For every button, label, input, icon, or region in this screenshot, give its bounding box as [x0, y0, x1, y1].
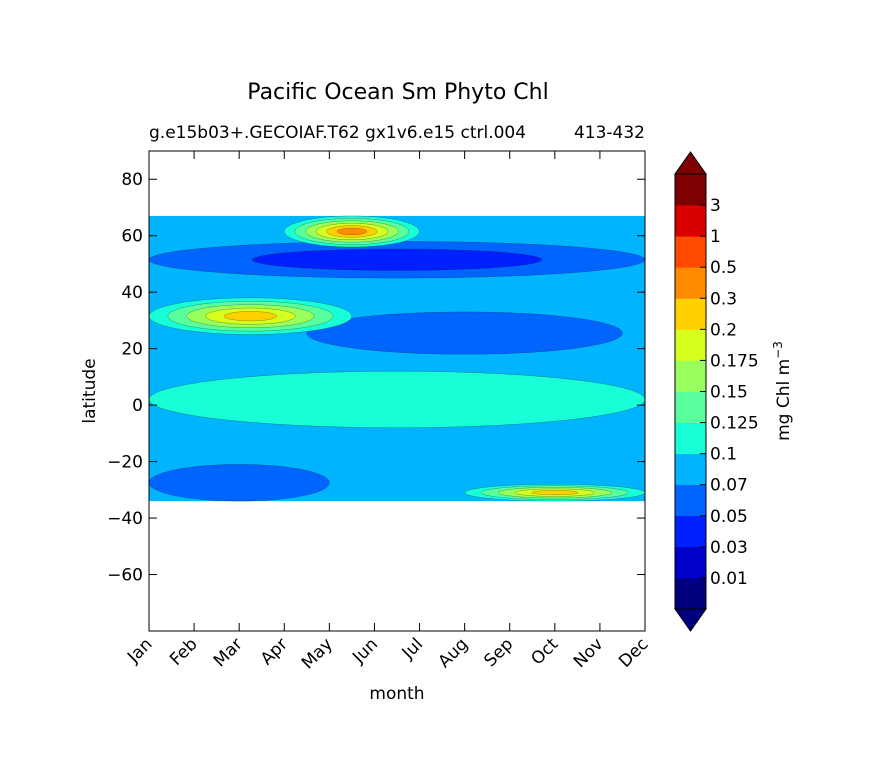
y-tick-label: 20 — [121, 340, 143, 360]
x-tick-label: Dec — [615, 634, 652, 671]
chlorophyll-field — [149, 215, 645, 502]
colorbar-band — [675, 577, 706, 610]
x-tick-label: Nov — [570, 634, 608, 672]
colorbar-extend-min — [674, 608, 707, 632]
y-tick-label: 60 — [121, 227, 143, 247]
colorbar-band — [675, 174, 706, 206]
colorbar-tick-label: 0.125 — [710, 414, 759, 434]
colorbar-extend-max — [674, 151, 707, 175]
plot-area — [149, 151, 645, 631]
x-tick-label: Apr — [257, 634, 292, 669]
colorbar-tick-label: 0.2 — [710, 320, 737, 340]
colorbar: 0.01 0.03 0.05 0.07 0.1 0.125 0.15 0.175 0.2 0.3 0… — [674, 151, 759, 632]
y-axis: 80 60 40 20 0 −20 −40 −60 — [107, 170, 645, 586]
y-tick-label: 40 — [121, 283, 143, 303]
region-subarctic-spring-bloom — [284, 215, 420, 248]
region-level-0 — [149, 371, 645, 428]
y-axis-label: latitude — [80, 358, 100, 423]
colorbar-tick-label: 0.07 — [710, 476, 748, 496]
x-tick-label: Oct — [527, 634, 562, 669]
x-axis-label: month — [369, 684, 424, 704]
chart-subtitle: g.e15b03+.GECOIAF.T62 gx1v6.e15 ctrl.004 — [149, 123, 526, 143]
colorbar-tick-label: 0.1 — [710, 445, 737, 465]
colorbar-band — [675, 298, 706, 330]
colorbar-tick-label: 0.01 — [710, 569, 748, 589]
x-tick-label: Mar — [210, 634, 247, 671]
x-tick-label: Jun — [348, 634, 382, 668]
region-southern-subtropical-bloom — [464, 483, 645, 502]
region-kuroshio-bloom — [149, 297, 353, 335]
plot-frame — [148, 150, 646, 632]
colorbar-band — [675, 205, 706, 237]
y-tick-label: −20 — [107, 453, 143, 473]
region-equatorial-band — [149, 371, 645, 428]
colorbar-band — [675, 236, 706, 268]
colorbar-band — [675, 546, 706, 579]
x-tick-label: Jul — [398, 634, 427, 663]
region-level-0 — [306, 311, 623, 355]
chart-title: Pacific Ocean Sm Phyto Chl — [247, 80, 548, 105]
colorbar-tick-label: 3 — [710, 196, 721, 216]
colorbar-tick-label: 0.175 — [710, 351, 759, 371]
chart-subtitle-overlap: 413-432 — [574, 123, 645, 143]
colorbar-band — [675, 267, 706, 299]
x-tick-label: Aug — [435, 634, 473, 672]
colorbar-band — [675, 484, 706, 517]
y-tick-label: −40 — [107, 509, 143, 529]
colorbar-band — [675, 360, 706, 392]
region-southern-gyre-low — [149, 464, 330, 502]
region-level-1 — [252, 248, 542, 271]
x-tick-label: Sep — [480, 634, 517, 671]
colorbar-tick-label: 0.5 — [710, 258, 737, 278]
colorbar-label: mg Chl m−3 — [771, 341, 794, 441]
region-level-4 — [223, 311, 277, 322]
colorbar-tick-label: 0.15 — [710, 383, 748, 403]
region-north-band-dark — [149, 241, 645, 279]
region-level-0 — [149, 464, 330, 502]
x-tick-label: Feb — [166, 634, 201, 669]
colorbar-tick-label: 0.03 — [710, 538, 748, 558]
region-level-4 — [531, 490, 579, 496]
y-tick-label: −60 — [107, 566, 143, 586]
colorbar-tick-label: 1 — [710, 227, 721, 247]
colorbar-band — [675, 391, 706, 423]
colorbar-tick-label: 0.05 — [710, 507, 748, 527]
x-tick-label: Jan — [123, 634, 156, 667]
colorbar-band — [675, 422, 706, 455]
y-tick-label: 0 — [132, 396, 143, 416]
x-tick-label: May — [298, 634, 337, 673]
region-subtropical-north-low — [306, 311, 623, 355]
y-tick-label: 80 — [121, 170, 143, 190]
colorbar-band — [675, 453, 706, 486]
colorbar-band — [675, 515, 706, 548]
colorbar-tick-label: 0.3 — [710, 289, 737, 309]
region-level-5 — [336, 227, 367, 236]
colorbar-band — [675, 329, 706, 361]
